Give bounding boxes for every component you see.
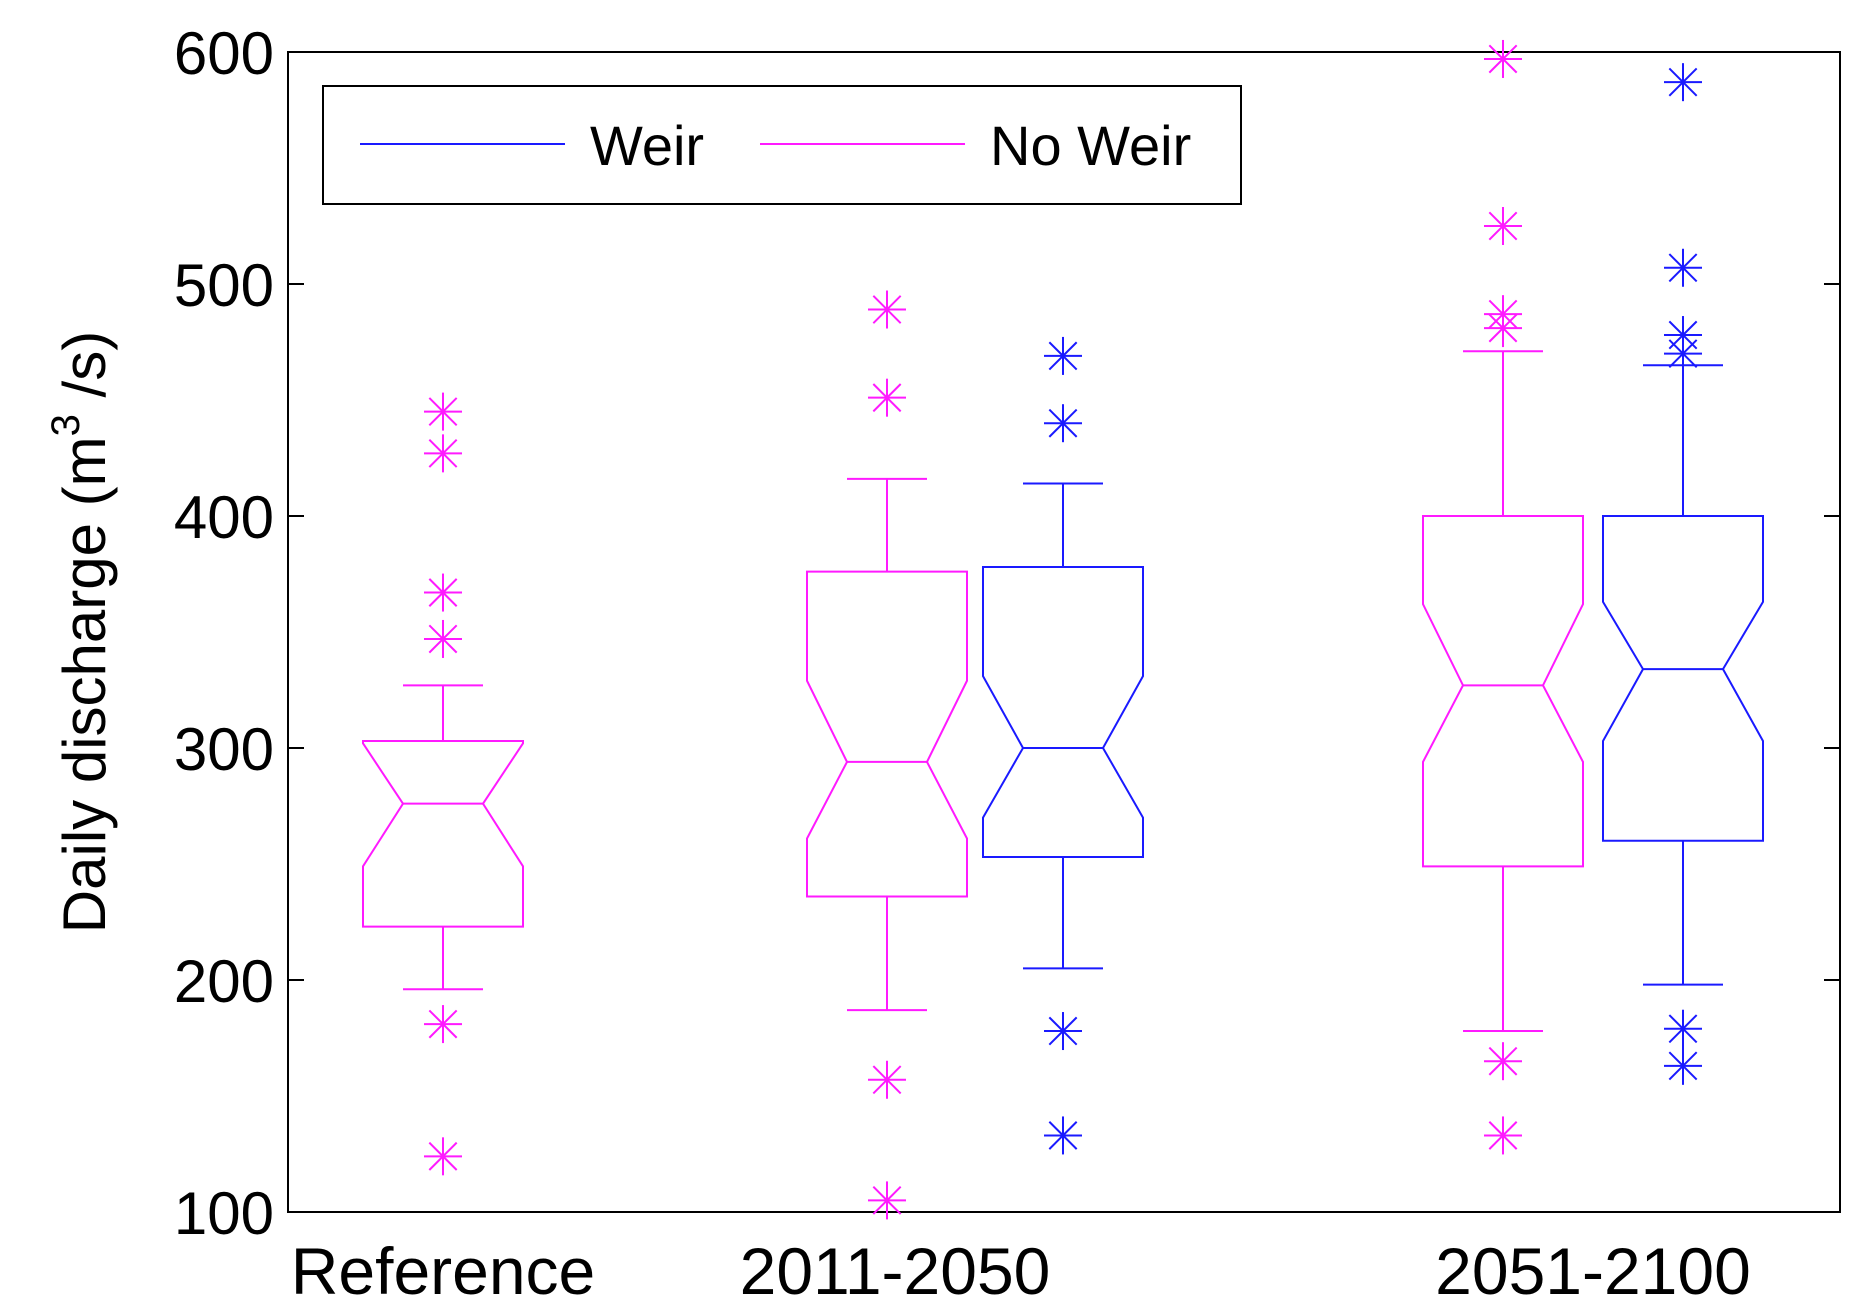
box-body bbox=[1422, 515, 1584, 868]
y-axis-title-superscript: 3 bbox=[44, 414, 88, 436]
x-tick-label: 2011-2050 bbox=[740, 1234, 1051, 1308]
outlier-marker bbox=[1044, 404, 1082, 443]
box-body bbox=[362, 740, 524, 928]
outlier-marker bbox=[1664, 316, 1702, 355]
outlier-marker bbox=[424, 1137, 462, 1176]
y-tick-label: 400 bbox=[174, 484, 274, 551]
box-2011-2050-no-weir bbox=[806, 290, 968, 1220]
box-Reference-no-weir bbox=[362, 392, 524, 1176]
outlier-marker bbox=[868, 290, 906, 329]
outlier-marker bbox=[1484, 207, 1522, 245]
box-2011-2050-weir bbox=[982, 336, 1144, 1155]
outlier-marker bbox=[424, 392, 462, 431]
y-tick-label: 300 bbox=[174, 716, 274, 783]
outlier-marker bbox=[1044, 1116, 1082, 1155]
outlier-marker bbox=[1664, 1009, 1702, 1048]
y-tick-label: 500 bbox=[174, 252, 274, 319]
outlier-marker bbox=[868, 1060, 906, 1099]
boxes bbox=[362, 39, 1764, 1220]
y-tick-label: 100 bbox=[174, 1180, 274, 1247]
outlier-marker bbox=[424, 434, 462, 473]
outlier-marker bbox=[868, 1181, 906, 1220]
box-body bbox=[982, 566, 1144, 859]
outlier-marker bbox=[1484, 295, 1522, 334]
y-tick-label: 200 bbox=[174, 948, 274, 1015]
box-body bbox=[1602, 515, 1764, 842]
outlier-marker bbox=[1484, 1042, 1522, 1081]
outlier-marker bbox=[1484, 1116, 1522, 1155]
box-2051-2100-weir bbox=[1602, 63, 1764, 1085]
y-axis-title-unit: /s) bbox=[51, 331, 118, 414]
outlier-marker bbox=[424, 573, 462, 612]
outlier-marker bbox=[424, 1005, 462, 1044]
y-ticks: 100 200 300 400 500 600 bbox=[174, 20, 1840, 1247]
outlier-marker bbox=[1664, 63, 1702, 102]
outlier-marker bbox=[424, 619, 462, 658]
x-tick-labels: Reference 2011-2050 2051-2100 bbox=[291, 1234, 1751, 1308]
legend: Weir No Weir bbox=[322, 85, 1242, 205]
x-tick-label: 2051-2100 bbox=[1435, 1234, 1751, 1308]
box-body bbox=[806, 570, 968, 898]
outlier-marker bbox=[1484, 39, 1522, 78]
box-2051-2100-no-weir bbox=[1422, 39, 1584, 1155]
outlier-marker bbox=[1044, 1012, 1082, 1051]
y-axis-title-main: Daily discharge (m bbox=[51, 436, 118, 933]
plot-frame bbox=[287, 51, 1841, 1213]
y-tick-label: 600 bbox=[174, 20, 274, 87]
x-tick-label: Reference bbox=[291, 1234, 596, 1308]
legend-label-weir: Weir bbox=[590, 114, 704, 177]
y-axis-title: Daily discharge (m3 /s) bbox=[44, 331, 118, 933]
outlier-marker bbox=[1044, 336, 1082, 375]
legend-label-no-weir: No Weir bbox=[990, 114, 1191, 177]
outlier-marker bbox=[1664, 248, 1702, 287]
outlier-marker bbox=[1664, 1046, 1702, 1085]
outlier-marker bbox=[868, 378, 906, 417]
